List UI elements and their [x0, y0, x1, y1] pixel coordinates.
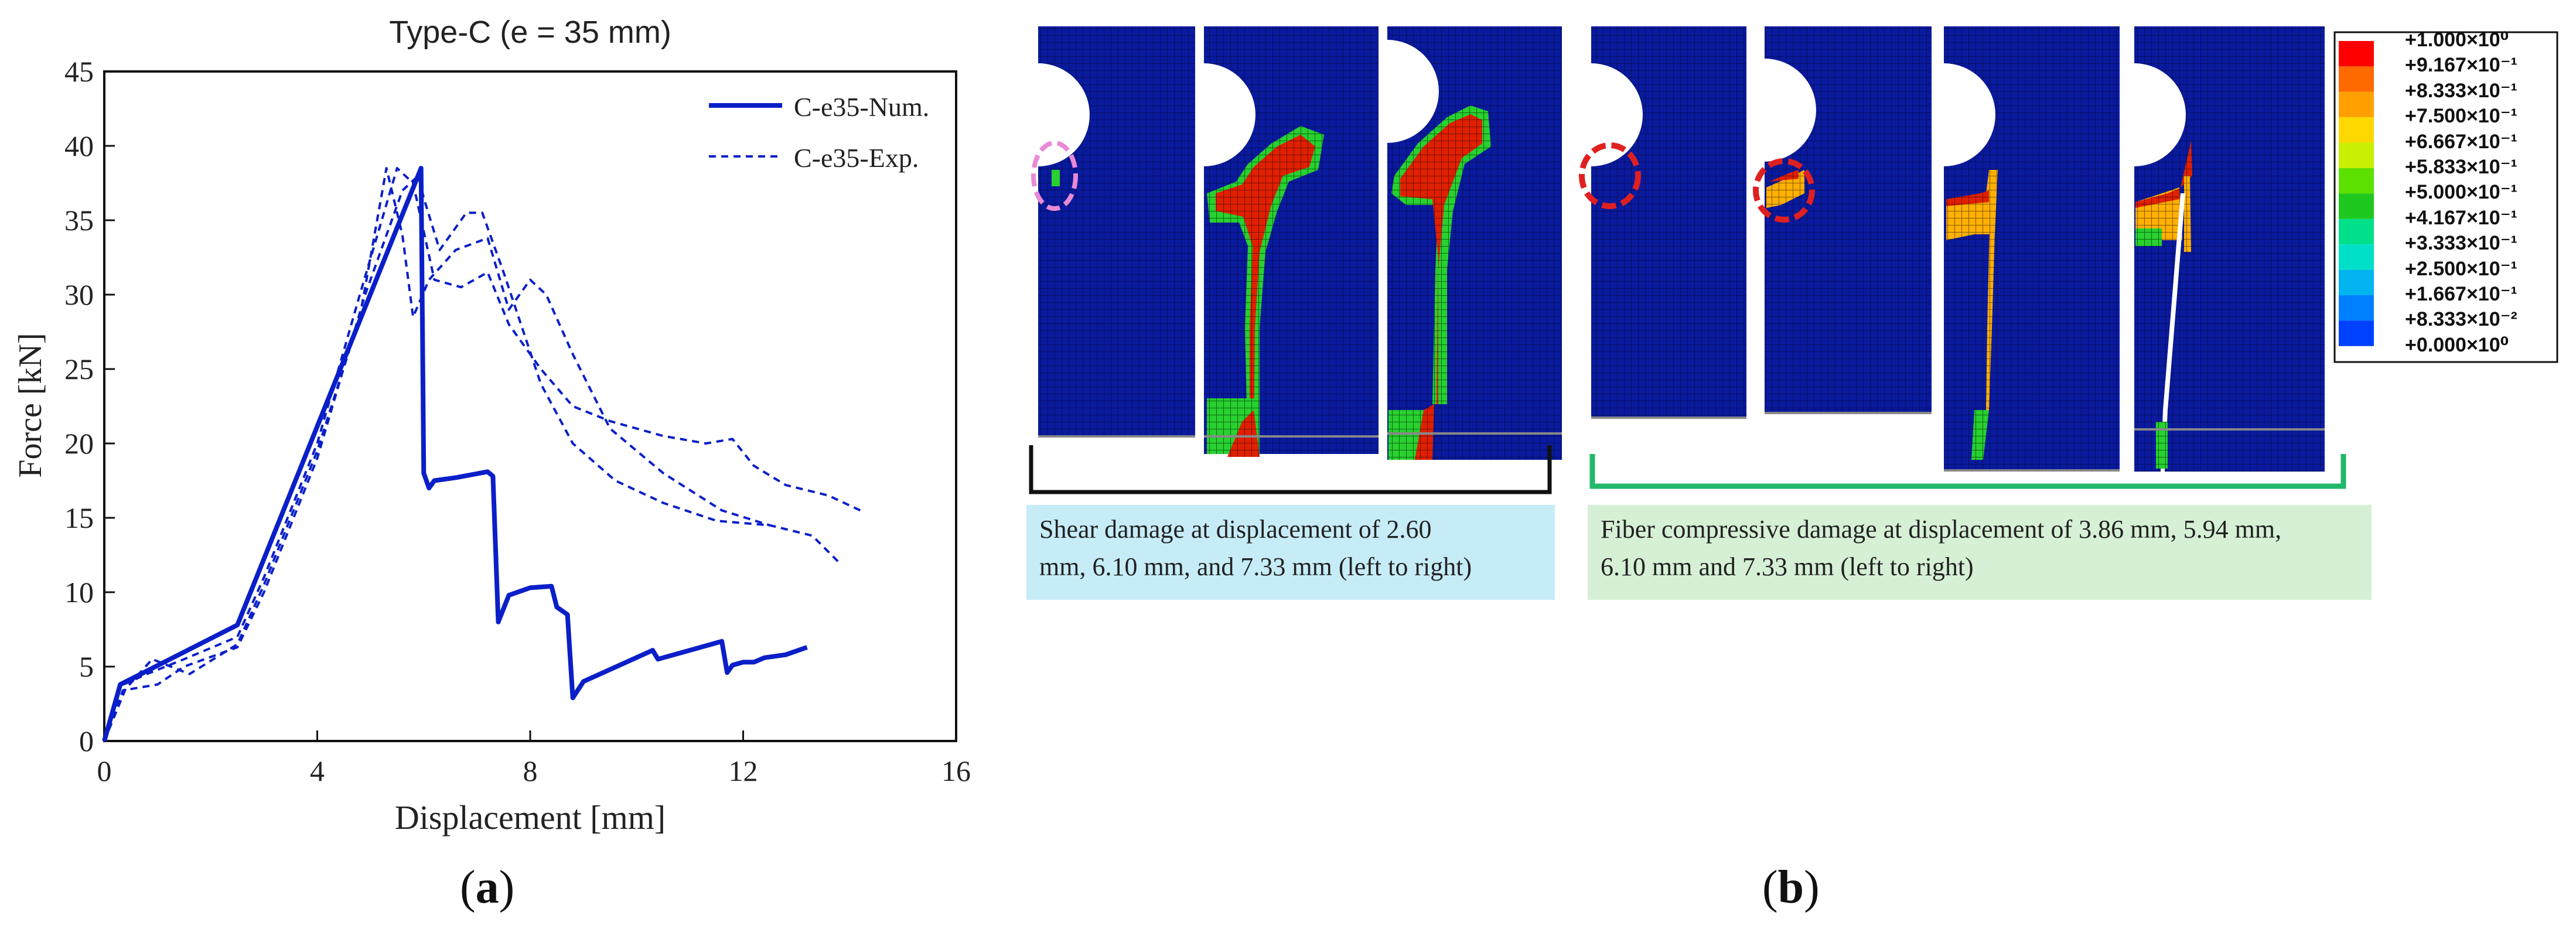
- colorbar-label: +5.833×10⁻¹: [2405, 156, 2517, 178]
- panel-label-a: (a): [460, 861, 514, 914]
- colorbar-swatch: [2339, 269, 2374, 295]
- colorbar-label: +0.000×10⁰: [2405, 333, 2509, 356]
- colorbar-swatch: [2339, 66, 2374, 92]
- y-axis-ticks: 0 5 10 15 20 25 30 35 40 45: [64, 55, 115, 757]
- x-tick-label: 8: [523, 754, 538, 787]
- series-line-2: [103, 174, 840, 742]
- series-line-1: [103, 167, 861, 742]
- colorbar-swatch: [2339, 244, 2374, 270]
- colorbar-swatch: [2339, 91, 2374, 118]
- fiber-contour-3: [1944, 26, 2120, 472]
- panel-b-letter: b: [1777, 862, 1804, 913]
- colorbar-label: +1.000×10⁰: [2405, 29, 2509, 51]
- colorbar-label: +3.333×10⁻¹: [2405, 232, 2517, 255]
- panel-b-close: ): [1804, 862, 1820, 913]
- colorbar-swatch: [2339, 193, 2374, 219]
- pink-damage-marker: [1031, 141, 1078, 211]
- red-damage-marker-1: [1579, 142, 1641, 209]
- fiber-caption-line-2: 6.10 mm and 7.33 mm (left to right): [1601, 552, 1974, 581]
- y-tick-label: 0: [79, 725, 94, 757]
- series-line-3: [103, 167, 770, 742]
- shear-caption: Shear damage at displacement of 2.60 mm,…: [1026, 505, 1555, 600]
- y-tick-label: 25: [64, 353, 94, 385]
- fiber-caption: Fiber compressive damage at displacement…: [1588, 505, 2372, 600]
- legend-label-num: C-e35-Num.: [794, 92, 929, 122]
- panel-a-close: ): [499, 862, 515, 913]
- series-line-0: [102, 166, 808, 742]
- chart-title: Type-C (e = 35 mm): [389, 15, 671, 50]
- x-tick-label: 4: [310, 754, 325, 787]
- shear-contour-1: [1031, 26, 1195, 438]
- y-tick-label: 20: [64, 427, 94, 460]
- damage-contour-panel: [1029, 26, 2558, 494]
- y-tick-label: 30: [64, 278, 94, 311]
- colorbar-swatch: [2339, 218, 2374, 245]
- x-tick-label: 12: [729, 754, 758, 787]
- colorbar-label: +6.667×10⁻¹: [2405, 130, 2517, 153]
- colorbar-label: +2.500×10⁻¹: [2405, 257, 2517, 280]
- x-axis-label: Displacement [mm]: [395, 798, 666, 836]
- panel-a-letter: a: [475, 862, 499, 913]
- colorbar-swatch: [2339, 41, 2374, 67]
- colorbar-swatch: [2339, 168, 2374, 194]
- shear-contour-2: [1204, 26, 1379, 457]
- panel-b-open: (: [1762, 862, 1778, 913]
- colorbar-label: +8.333×10⁻²: [2405, 308, 2517, 331]
- damage-colorbar: [2333, 31, 2558, 363]
- fiber-contour-1: [1579, 26, 1746, 419]
- y-tick-label: 10: [64, 576, 94, 609]
- x-tick-label: 16: [941, 754, 971, 787]
- panel-a-open: (: [460, 862, 476, 913]
- shear-caption-line-2: mm, 6.10 mm, and 7.33 mm (left to right): [1039, 552, 1472, 581]
- y-tick-label: 35: [64, 204, 94, 237]
- panel-label-b: (b): [1762, 861, 1820, 914]
- colorbar-swatch: [2339, 117, 2374, 143]
- fiber-caption-line-1: Fiber compressive damage at displacement…: [1601, 515, 2282, 544]
- shear-caption-line-1: Shear damage at displacement of 2.60: [1039, 515, 1432, 544]
- series-layer: [102, 166, 861, 742]
- colorbar-label: +1.667×10⁻¹: [2405, 283, 2517, 305]
- force-displacement-chart: Type-C (e = 35 mm) 0 5 10 15 20 25 30 35 40 45 0 4…: [12, 15, 971, 836]
- colorbar-swatch: [2339, 142, 2374, 168]
- chart-legend: C-e35-Num. C-e35-Exp.: [709, 92, 929, 173]
- y-tick-label: 5: [79, 650, 94, 683]
- fiber-contour-2: [1753, 26, 1932, 414]
- colorbar-swatch: [2339, 320, 2374, 346]
- x-axis-ticks: 0 4 8 12 16: [97, 730, 971, 787]
- shear-bracket: [1029, 445, 1552, 494]
- colorbar-label: +4.167×10⁻¹: [2405, 206, 2517, 229]
- red-damage-marker-2: [1753, 158, 1815, 223]
- colorbar-label: +5.000×10⁻¹: [2405, 181, 2517, 204]
- colorbar-label: +9.167×10⁻¹: [2405, 54, 2517, 77]
- fiber-bracket: [1589, 454, 2346, 489]
- legend-label-exp: C-e35-Exp.: [794, 143, 919, 173]
- fiber-contour-4: [2134, 26, 2325, 472]
- x-tick-label: 0: [97, 754, 112, 787]
- y-tick-label: 45: [64, 55, 94, 88]
- colorbar-swatch: [2339, 295, 2374, 321]
- y-axis-label: Force [kN]: [12, 333, 49, 477]
- shear-contour-3: [1387, 26, 1562, 460]
- y-tick-label: 15: [64, 501, 94, 534]
- colorbar-label: +8.333×10⁻¹: [2405, 79, 2517, 102]
- colorbar-label: +7.500×10⁻¹: [2405, 105, 2517, 128]
- y-tick-label: 40: [64, 129, 94, 162]
